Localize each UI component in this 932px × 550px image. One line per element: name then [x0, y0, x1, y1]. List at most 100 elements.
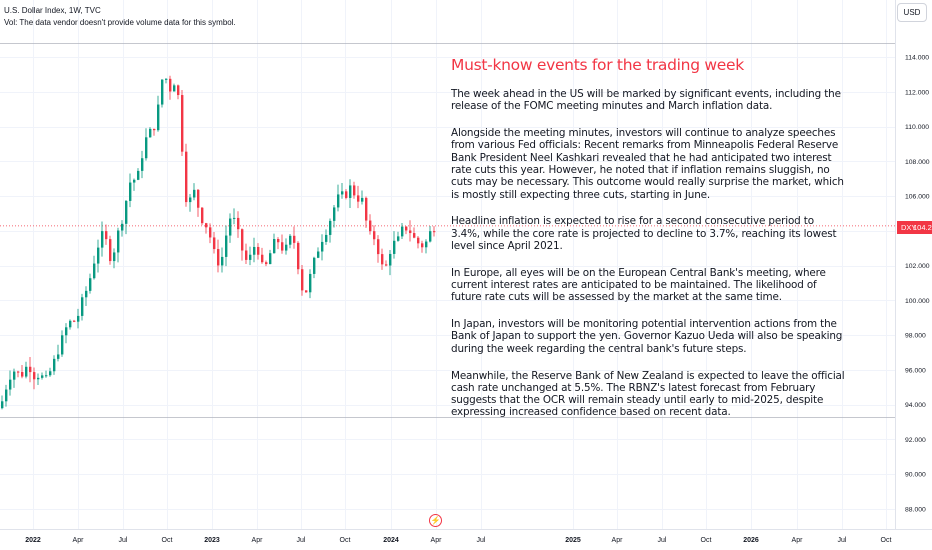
- candle-body: [13, 371, 16, 380]
- candle-body: [313, 257, 316, 274]
- article-paragraph: In Japan, investors will be monitoring p…: [451, 318, 843, 355]
- candle: [405, 226, 408, 235]
- candle: [41, 372, 44, 380]
- candle: [345, 189, 348, 200]
- candle-body: [109, 239, 112, 262]
- candle-body: [373, 231, 376, 240]
- candle: [333, 205, 336, 228]
- candle: [285, 238, 288, 255]
- time-axis[interactable]: 2022 Apr Jul Oct 2023 Apr Jul Oct 2024 Apr Jul 2025…: [25, 537, 891, 544]
- candle-body: [165, 78, 168, 80]
- candle: [161, 79, 164, 108]
- candle: [165, 78, 168, 84]
- time-axis-label: 2022: [25, 537, 41, 544]
- article-paragraph: Meanwhile, the Reserve Bank of New Zeala…: [451, 369, 845, 419]
- candle: [421, 240, 424, 253]
- time-axis-label: Apr: [73, 537, 85, 544]
- candle-body: [241, 229, 244, 251]
- candle: [185, 143, 188, 207]
- candle-body: [145, 137, 148, 159]
- article-paragraph: In Europe, all eyes will be on the Europ…: [451, 266, 826, 304]
- candle-body: [33, 372, 36, 380]
- candle: [133, 178, 136, 191]
- candle-body: [309, 273, 312, 293]
- candle-body: [5, 389, 8, 402]
- candle-body: [125, 200, 128, 224]
- candle-body: [157, 104, 160, 131]
- candle-body: [101, 231, 104, 248]
- candle-body: [121, 223, 124, 231]
- candle: [409, 220, 412, 242]
- time-axis-label: Oct: [340, 537, 351, 544]
- candle: [413, 227, 416, 239]
- candle-body: [97, 247, 100, 264]
- price-axis-label: 114.000: [905, 55, 929, 62]
- candle-body: [349, 185, 352, 198]
- candle-body: [41, 375, 44, 378]
- candle: [377, 235, 380, 263]
- candle-body: [357, 195, 360, 202]
- candle: [205, 222, 208, 234]
- candle-body: [193, 189, 196, 198]
- candle: [149, 127, 152, 138]
- candle-body: [93, 263, 96, 279]
- candle: [137, 168, 140, 181]
- candle: [233, 208, 236, 225]
- candle-body: [153, 128, 156, 131]
- candle-body: [429, 231, 432, 242]
- candle-body: [77, 315, 80, 322]
- candle: [397, 231, 400, 242]
- candle-body: [409, 230, 412, 234]
- time-axis-label: Jul: [658, 537, 667, 544]
- candle-body: [221, 256, 224, 266]
- candle-body: [249, 254, 252, 260]
- candle: [265, 260, 268, 267]
- candle-body: [117, 230, 120, 253]
- price-axis-label: 112.000: [905, 89, 929, 96]
- currency-button[interactable]: USD: [897, 3, 927, 22]
- candle: [369, 214, 372, 235]
- candle: [257, 243, 260, 260]
- candle-body: [169, 78, 172, 92]
- price-axis[interactable]: 114.000112.000110.000108.000106.000104.0…: [905, 55, 930, 514]
- price-axis-label: 110.000: [905, 124, 929, 131]
- candle: [329, 218, 332, 243]
- candle-body: [57, 354, 60, 359]
- candle: [293, 226, 296, 249]
- price-tag-symbol: DXY: [901, 223, 917, 232]
- idea-article: Must-know events for the trading week Th…: [451, 56, 846, 433]
- candle-body: [233, 217, 236, 219]
- candle-body: [29, 366, 32, 373]
- candle: [101, 221, 104, 257]
- candle-body: [177, 85, 180, 96]
- candle-body: [305, 290, 308, 293]
- time-axis-label: Jul: [838, 537, 847, 544]
- candle: [53, 355, 56, 375]
- time-axis-label: Apr: [792, 537, 804, 544]
- candle-body: [265, 262, 268, 265]
- candle-body: [433, 231, 436, 233]
- candle-body: [401, 226, 404, 237]
- candle-body: [333, 207, 336, 221]
- grid-lines: [0, 0, 895, 529]
- candle: [253, 237, 256, 263]
- candle-body: [281, 242, 284, 251]
- article-paragraph: Alongside the meeting minutes, investors…: [451, 127, 844, 201]
- candle: [297, 241, 300, 275]
- candle: [81, 293, 84, 321]
- candle-body: [353, 185, 356, 196]
- candle-body: [421, 243, 424, 248]
- candle-body: [345, 191, 348, 198]
- candle: [29, 356, 32, 383]
- candle: [125, 200, 128, 235]
- candle-body: [397, 236, 400, 241]
- candle-body: [89, 278, 92, 291]
- lightning-icon[interactable]: ⚡: [429, 514, 442, 527]
- candle: [25, 361, 28, 379]
- time-axis-label: Oct: [881, 537, 892, 544]
- candle-body: [205, 223, 208, 228]
- candle-body: [45, 375, 48, 377]
- candle-body: [173, 85, 176, 92]
- price-axis-label: 94.000: [905, 402, 926, 409]
